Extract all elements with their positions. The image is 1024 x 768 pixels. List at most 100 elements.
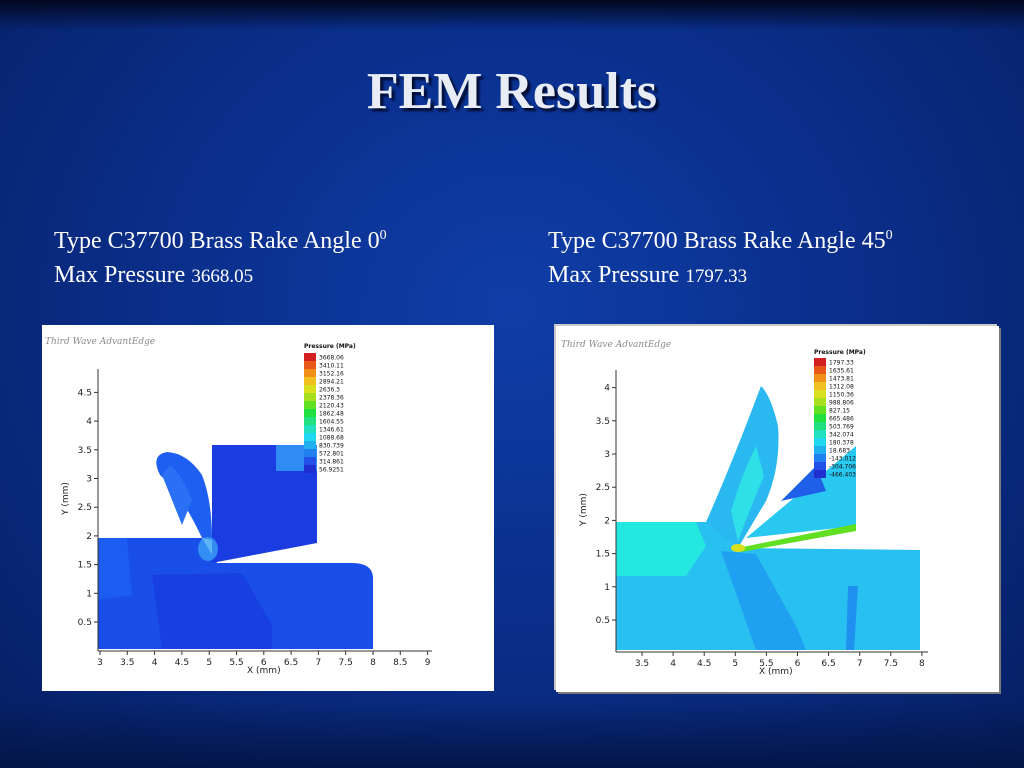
right-y-tick-label: 1.5	[596, 550, 610, 560]
right-tool-tip-hotspot	[731, 544, 745, 552]
left-x-tick-label: 7	[316, 658, 322, 668]
left-legend-value: 830.739	[319, 443, 344, 450]
left-chip-shade	[162, 465, 192, 525]
left-legend-swatch	[304, 441, 316, 449]
right-max-pressure-label: Max Pressure	[548, 262, 686, 288]
left-legend-swatch	[304, 449, 316, 457]
left-legend-value: 1862.48	[319, 411, 344, 418]
right-axes	[615, 370, 928, 653]
left-y-tick-label: 3.5	[78, 446, 92, 456]
right-legend-swatch	[814, 430, 826, 438]
right-caption-degree: 0	[885, 228, 893, 243]
right-caption-text: Type C37700 Brass Rake Angle 45	[548, 228, 886, 254]
right-workpiece-shade	[721, 551, 806, 650]
left-y-axis-label: Y (mm)	[61, 482, 71, 516]
left-fem-svg: Third Wave AdvantEdge 3 3.5 4 4.5 5 5.5 6 6.5 7 7…	[45, 337, 432, 676]
right-x-axis-label: X (mm)	[759, 667, 793, 677]
left-y-tick-label: 0.5	[78, 618, 92, 628]
left-caption-line1: Type C37700 Brass Rake Angle 00	[54, 219, 387, 258]
right-legend-value: 180.378	[829, 440, 854, 447]
right-legend: 1797.331635.611473.811312.081150.36988.8…	[814, 358, 856, 479]
right-legend-value: 1312.08	[829, 384, 854, 391]
right-x-tick-label: 5	[732, 659, 738, 669]
right-legend-value: 1150.36	[829, 392, 854, 399]
left-legend-swatch	[304, 353, 316, 361]
left-x-tick-label: 4.5	[175, 658, 189, 668]
left-legend-value: 3152.16	[319, 371, 344, 378]
right-fem-svg: Third Wave AdvantEdge 3.5 4 4.5 5 5.5 6 6.5 7 7.…	[561, 340, 928, 677]
left-legend-value: 56.9251	[319, 467, 344, 474]
right-legend-title: Pressure (MPa)	[814, 349, 866, 356]
left-workpiece-lower-region	[152, 573, 272, 649]
right-max-pressure-value: 1797.33	[685, 266, 748, 287]
right-chip-highlight	[731, 446, 764, 541]
left-x-tick-label: 3.5	[120, 658, 134, 668]
right-legend-swatch	[814, 398, 826, 406]
left-legend-swatch	[304, 417, 316, 425]
left-legend-value: 2120.43	[319, 403, 344, 410]
right-fem-plot: Third Wave AdvantEdge 3.5 4 4.5 5 5.5 6 6.5 7 7.…	[556, 326, 999, 692]
right-workpiece-stripe	[846, 586, 858, 650]
right-x-tick-label: 4	[670, 659, 676, 669]
right-legend-swatch	[814, 438, 826, 446]
left-cutting-tool	[212, 445, 317, 563]
left-brand-label: Third Wave AdvantEdge	[45, 337, 155, 347]
left-y-tick-label: 4	[86, 417, 92, 427]
left-caption-degree: 0	[379, 228, 387, 243]
left-x-tick-label: 3	[97, 658, 103, 668]
left-legend-swatch	[304, 369, 316, 377]
right-y-tick-label: 2	[604, 516, 610, 526]
left-legend-value: 314.861	[319, 459, 344, 466]
left-legend-swatch	[304, 425, 316, 433]
left-legend: 3668.063410.113152.162894.212636.32378.3…	[304, 353, 344, 474]
right-y-tick-label: 2.5	[596, 483, 610, 493]
right-x-tick-label: 7	[857, 659, 863, 669]
left-max-pressure-label: Max Pressure	[54, 262, 192, 288]
right-legend-swatch	[814, 470, 826, 478]
right-y-ticks: 0.5 1 1.5 2 2.5 3 3.5 4	[596, 384, 616, 626]
left-x-tick-label: 4	[152, 658, 158, 668]
left-legend-value: 2894.21	[319, 379, 344, 386]
left-legend-swatch	[304, 377, 316, 385]
left-y-tick-label: 2	[86, 532, 92, 542]
left-legend-title: Pressure (MPa)	[304, 343, 356, 350]
left-legend-swatch	[304, 465, 316, 473]
left-x-tick-label: 5	[206, 658, 212, 668]
right-legend-swatch	[814, 382, 826, 390]
left-legend-value: 2378.36	[319, 395, 344, 402]
left-fem-plot: Third Wave AdvantEdge 3 3.5 4 4.5 5 5.5 6 6.5 7 7…	[42, 325, 494, 691]
left-tool-tip-hotspot	[198, 537, 218, 561]
right-legend-swatch	[814, 446, 826, 454]
right-x-tick-label: 5.5	[759, 659, 773, 669]
left-y-tick-label: 4.5	[78, 388, 92, 398]
right-chip	[706, 386, 779, 548]
left-legend-swatch	[304, 385, 316, 393]
bottom-gradient-band	[0, 700, 1024, 768]
left-x-tick-label: 9	[425, 658, 431, 668]
right-legend-value: 503.769	[829, 424, 854, 431]
left-legend-swatch	[304, 457, 316, 465]
right-legend-value: 1635.61	[829, 368, 854, 375]
left-y-tick-label: 1.5	[78, 561, 92, 571]
right-legend-value: 988.806	[829, 400, 854, 407]
right-y-tick-label: 3.5	[596, 417, 610, 427]
right-x-tick-label: 8	[919, 659, 925, 669]
right-workpiece-front-region	[616, 522, 706, 576]
left-caption-line2: Max Pressure 3668.05	[54, 258, 387, 294]
right-x-ticks: 3.5 4 4.5 5 5.5 6 6.5 7 7.5 8	[635, 652, 925, 669]
top-gradient-band	[0, 0, 1024, 30]
right-legend-value: -466.403	[829, 472, 856, 479]
left-caption: Type C37700 Brass Rake Angle 00 Max Pres…	[54, 219, 387, 294]
right-legend-swatch	[814, 358, 826, 366]
right-brand-label: Third Wave AdvantEdge	[561, 340, 671, 350]
right-legend-swatch	[814, 406, 826, 414]
left-axes	[97, 369, 432, 652]
left-max-pressure-value: 3668.05	[191, 266, 254, 287]
right-tool-rake-face	[738, 524, 856, 552]
left-legend-value: 3668.06	[319, 355, 344, 362]
right-legend-value: -143.012	[829, 456, 856, 463]
left-legend-swatch	[304, 409, 316, 417]
left-x-tick-label: 7.5	[339, 658, 353, 668]
right-x-tick-label: 6.5	[821, 659, 835, 669]
right-legend-value: 1473.81	[829, 376, 854, 383]
